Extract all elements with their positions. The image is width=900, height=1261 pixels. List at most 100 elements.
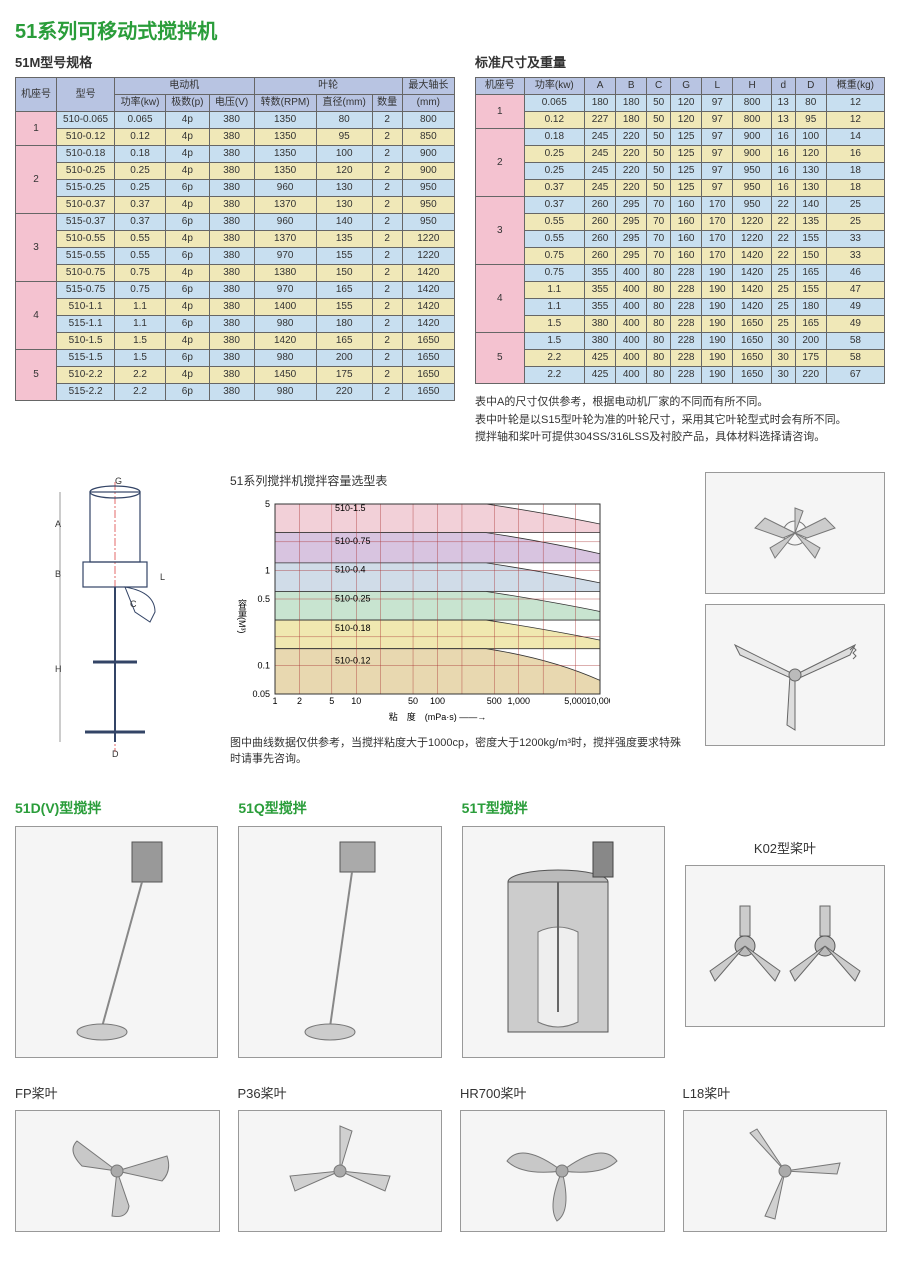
table-cell: 2 [372,367,402,384]
table-cell: 6p [166,248,210,265]
table-cell: 0.55 [115,231,166,248]
table-cell: 2 [372,197,402,214]
seat-cell: 2 [16,146,57,214]
table-cell: 95 [795,112,826,129]
table-cell: 380 [209,350,254,367]
svg-text:510-0.75: 510-0.75 [335,536,371,546]
svg-text:1,000: 1,000 [507,696,530,706]
table-cell: 220 [616,163,647,180]
table-cell: 2 [372,180,402,197]
table-cell: 1650 [402,367,454,384]
table-cell: 125 [671,146,702,163]
svg-text:0.5: 0.5 [257,594,270,604]
table-cell: 1.5 [524,316,584,333]
table-cell: 1650 [402,384,454,401]
dimension-diagram: A B C H L D G [15,472,215,765]
table-cell: 165 [316,333,372,350]
blade-row: FP桨叶 P36桨叶 HR700桨叶 L18桨叶 [15,1083,885,1232]
table-cell: 4p [166,112,210,129]
table-cell: 190 [702,299,733,316]
table-cell: 0.37 [524,197,584,214]
table-cell: 200 [795,333,826,350]
seat-cell: 5 [16,350,57,401]
seat-cell: 3 [476,197,525,265]
mixer-51t-image [462,826,665,1058]
table-cell: 380 [209,112,254,129]
table-cell: 380 [209,248,254,265]
table-cell: 380 [209,231,254,248]
table-cell: 380 [209,146,254,163]
svg-text:100: 100 [430,696,445,706]
table-cell: 220 [616,180,647,197]
table-cell: 510-0.065 [57,112,115,129]
table-cell: 120 [671,112,702,129]
table-cell: 515-0.55 [57,248,115,265]
table-cell: 2.2 [115,367,166,384]
table-cell: 6p [166,316,210,333]
table-cell: 130 [795,180,826,197]
table-cell: 30 [771,350,795,367]
table-cell: 16 [771,180,795,197]
table-cell: 220 [616,129,647,146]
svg-text:510-0.12: 510-0.12 [335,655,371,665]
table-cell: 228 [671,367,702,384]
table-cell: 130 [316,180,372,197]
svg-text:2: 2 [297,696,302,706]
table-cell: 1450 [254,367,316,384]
table-cell: 1.1 [524,282,584,299]
table-cell: 80 [647,367,671,384]
table-cell: 228 [671,265,702,282]
table-cell: 1.1 [115,299,166,316]
table-cell: 130 [795,163,826,180]
table-cell: 125 [671,129,702,146]
table-cell: 900 [402,146,454,163]
table-cell: 155 [316,248,372,265]
table-cell: 0.25 [115,163,166,180]
table-cell: 515-1.1 [57,316,115,333]
table-cell: 980 [254,316,316,333]
table-cell: 150 [316,265,372,282]
table-cell: 510-0.37 [57,197,115,214]
seat-cell: 1 [476,95,525,129]
table-cell: 220 [616,146,647,163]
table-cell: 70 [647,197,671,214]
table-cell: 1220 [402,248,454,265]
table-cell: 380 [584,333,615,350]
blade-p36: P36桨叶 [238,1083,441,1232]
table-cell: 13 [771,95,795,112]
seat-cell: 2 [476,129,525,197]
table-cell: 2 [372,163,402,180]
table-cell: 2 [372,214,402,231]
seat-cell: 4 [476,265,525,333]
table-cell: 80 [316,112,372,129]
table-cell: 1220 [402,231,454,248]
table-cell: 1650 [733,350,771,367]
table-cell: 4p [166,129,210,146]
middle-section: A B C H L D G 51系列搅拌机搅拌容量选型表 510-1.5510-… [15,472,885,768]
table-cell: 1420 [402,299,454,316]
table-cell: 6p [166,180,210,197]
table-cell: 220 [795,367,826,384]
note-2: 表中叶轮是以S15型叶轮为准的叶轮尺寸，采用其它叶轮型式时会有所不同。 [475,412,885,430]
table-cell: 120 [316,163,372,180]
table-cell: 220 [316,384,372,401]
table-cell: 80 [795,95,826,112]
table-cell: 6p [166,282,210,299]
table-cell: 80 [647,265,671,282]
table-cell: 400 [616,299,647,316]
k02-blade: K02型桨叶 [685,798,885,1058]
table-cell: 2 [372,299,402,316]
table-cell: 2.2 [524,367,584,384]
table-cell: 190 [702,265,733,282]
table-cell: 380 [209,333,254,350]
blade-p36-title: P36桨叶 [238,1083,441,1102]
table-cell: 0.37 [524,180,584,197]
table-cell: 49 [826,316,884,333]
table-cell: 175 [795,350,826,367]
table-cell: 125 [671,180,702,197]
table-cell: 1400 [254,299,316,316]
table-cell: 170 [702,197,733,214]
table-cell: 515-1.5 [57,350,115,367]
blade-hr700: HR700桨叶 [460,1083,663,1232]
table-cell: 180 [616,112,647,129]
